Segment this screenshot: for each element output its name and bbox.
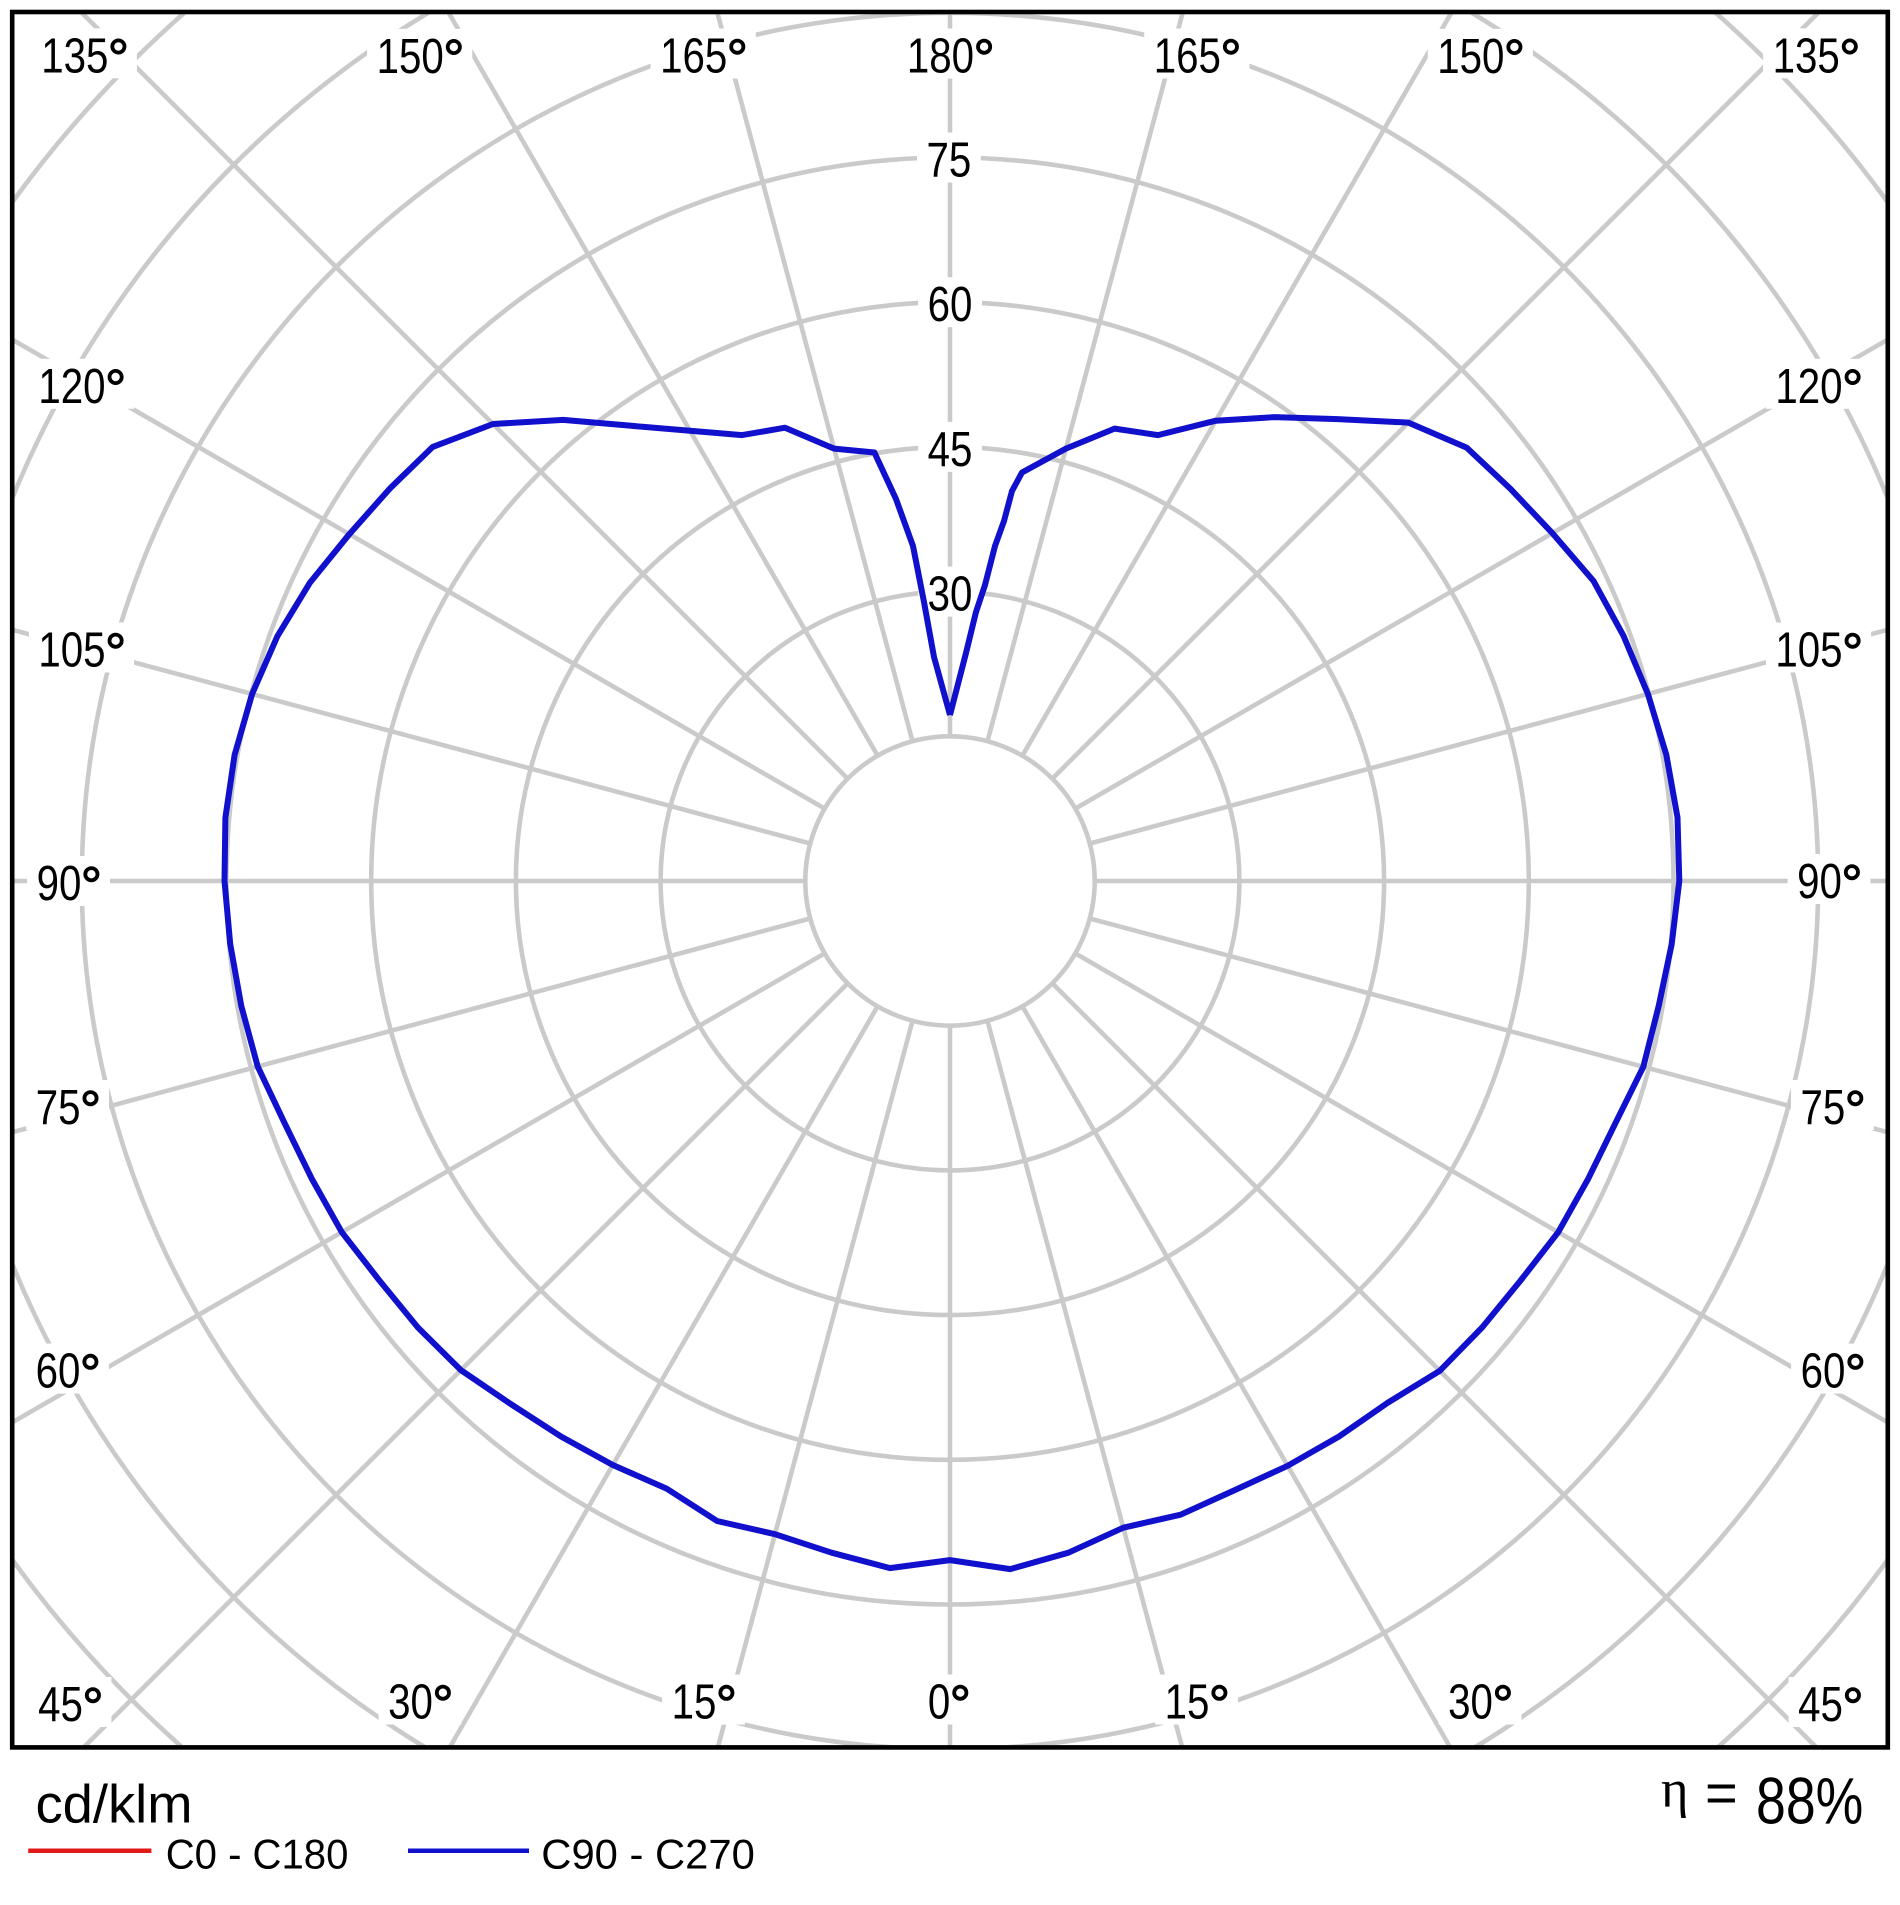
svg-text:88%: 88% [1756,1764,1863,1838]
svg-text:75: 75 [1801,1081,1846,1135]
svg-text:75: 75 [36,1081,81,1135]
svg-text:45: 45 [1798,1678,1843,1732]
svg-text:15: 15 [672,1676,717,1730]
svg-text:75: 75 [927,134,972,188]
svg-text:180: 180 [907,30,974,84]
svg-text:=: = [1705,1761,1738,1824]
svg-text:30: 30 [388,1676,433,1730]
svg-text:0: 0 [928,1676,950,1730]
svg-text:165: 165 [1154,30,1221,84]
svg-text:30: 30 [1448,1676,1493,1730]
svg-text:30: 30 [928,568,973,622]
svg-text:60: 60 [928,278,973,332]
svg-text:η: η [1661,1761,1689,1819]
svg-text:C90 - C270: C90 - C270 [541,1830,755,1877]
svg-text:120: 120 [1775,360,1842,414]
svg-text:165: 165 [660,30,727,84]
svg-text:120: 120 [38,360,105,414]
svg-text:105: 105 [38,624,105,678]
svg-text:60: 60 [36,1345,81,1399]
svg-text:cd/klm: cd/klm [36,1775,193,1835]
svg-text:135: 135 [1773,29,1840,83]
svg-text:90: 90 [37,857,82,911]
svg-text:45: 45 [928,423,973,477]
svg-text:105: 105 [1775,624,1842,678]
svg-text:45: 45 [38,1678,83,1732]
svg-text:15: 15 [1165,1676,1210,1730]
svg-text:90: 90 [1797,855,1842,909]
svg-text:60: 60 [1801,1345,1846,1399]
svg-text:150: 150 [1437,30,1504,84]
svg-text:150: 150 [377,30,444,84]
svg-text:C0 - C180: C0 - C180 [166,1830,349,1877]
svg-text:135: 135 [41,29,108,83]
